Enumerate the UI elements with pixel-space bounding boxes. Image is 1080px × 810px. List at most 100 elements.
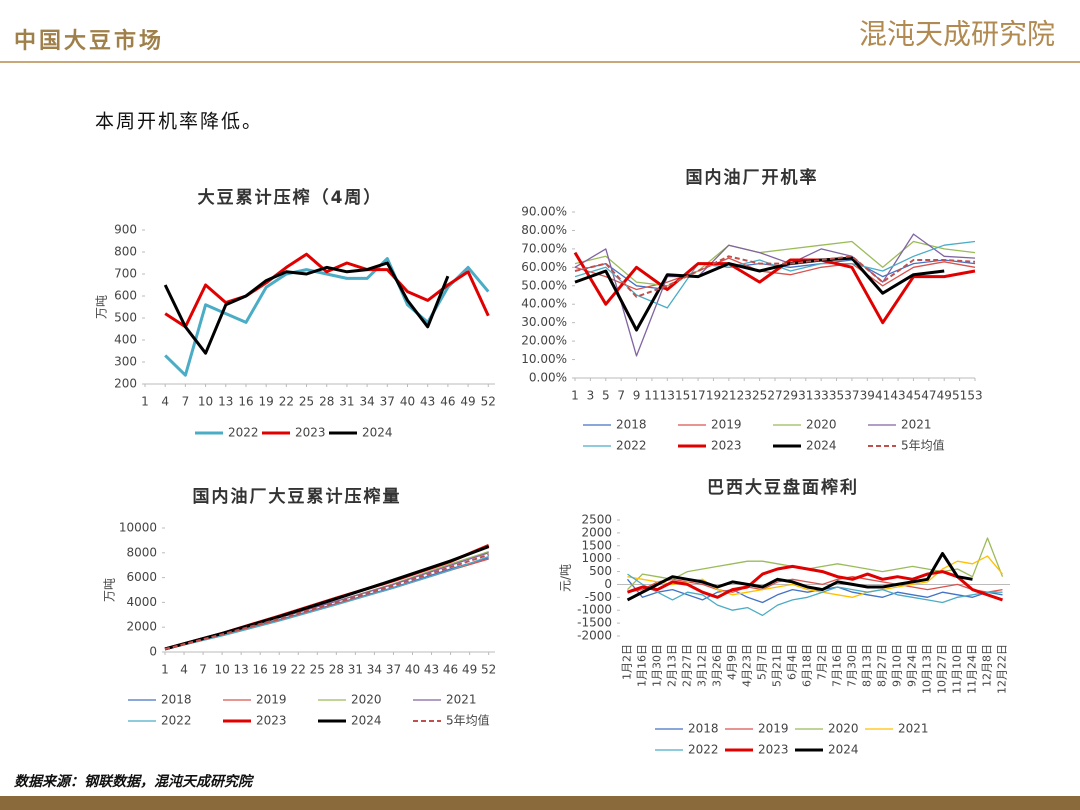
legend-label: 2020 [806, 418, 837, 432]
legend-label: 2023 [256, 714, 287, 728]
series-line [164, 544, 490, 651]
legend-label: 2022 [228, 426, 259, 440]
x-tick-label: 9月10日 [891, 644, 904, 687]
y-tick-label: 1000 [581, 551, 612, 565]
series-line [574, 240, 976, 309]
legend-label: 2018 [161, 693, 192, 707]
x-tick-label: 43 [420, 395, 435, 409]
x-tick-label: 17 [690, 389, 705, 403]
y-tick-label: -500 [585, 590, 612, 604]
x-tick-label: 35 [829, 389, 844, 403]
legend-label: 2021 [446, 693, 477, 707]
chart-title: 巴西大豆盘面榨利 [707, 477, 859, 498]
y-tick-label: 10000 [119, 521, 157, 535]
legend-label: 2024 [362, 426, 393, 440]
footer-bar [0, 796, 1080, 810]
y-tick-label: 0 [149, 645, 157, 659]
x-tick-label: 10 [214, 663, 229, 677]
x-tick-label: 6月18日 [801, 644, 814, 687]
legend-label: 2022 [161, 714, 192, 728]
y-tick-label: -2000 [577, 629, 612, 643]
x-tick-label: 1 [161, 663, 169, 677]
y-tick-label: 50.00% [521, 278, 567, 292]
x-tick-label: 12月8日 [981, 644, 994, 687]
x-tick-label: 7 [199, 663, 207, 677]
y-tick-label: 4000 [126, 595, 157, 609]
series-line [627, 576, 1003, 593]
x-tick-label: 52 [481, 395, 496, 409]
x-tick-label: 7月2日 [816, 644, 829, 680]
y-tick-label: 700 [114, 267, 137, 281]
x-tick-label: 41 [875, 389, 890, 403]
legend-label: 2021 [901, 418, 932, 432]
footer-source: 数据来源：钢联数据，混沌天成研究院 [14, 773, 255, 790]
x-tick-label: 10 [198, 395, 213, 409]
x-tick-label: 8月27日 [876, 644, 889, 687]
x-tick-label: 37 [386, 663, 401, 677]
x-tick-label: 10月27日 [936, 644, 949, 694]
x-tick-label: 7月16日 [831, 644, 844, 687]
x-tick-label: 51 [952, 389, 967, 403]
x-tick-label: 37 [380, 395, 395, 409]
x-tick-label: 16 [238, 395, 253, 409]
legend-label: 2021 [898, 722, 929, 736]
x-tick-label: 43 [424, 663, 439, 677]
y-axis-label: 万吨 [95, 295, 109, 319]
x-tick-label: 22 [279, 395, 294, 409]
x-tick-label: 8月13日 [861, 644, 874, 687]
series-line [574, 233, 976, 357]
x-tick-label: 9月24日 [906, 644, 919, 687]
y-tick-label: 500 [114, 311, 137, 325]
legend-label: 2022 [688, 743, 719, 757]
x-tick-label: 33 [814, 389, 829, 403]
x-tick-label: 11月24日 [966, 644, 979, 694]
x-tick-label: 11 [644, 389, 659, 403]
x-tick-label: 21 [721, 389, 736, 403]
y-tick-label: 10.00% [521, 352, 567, 366]
x-tick-label: 19 [706, 389, 721, 403]
legend-label: 2020 [351, 693, 382, 707]
y-tick-label: 6000 [126, 570, 157, 584]
series-line [164, 553, 490, 651]
x-tick-label: 1月30日 [651, 644, 664, 687]
x-tick-label: 2月27日 [681, 644, 694, 687]
series-line [627, 555, 1003, 598]
series-line [626, 552, 973, 602]
y-tick-label: 1500 [581, 538, 612, 552]
series-line [627, 573, 1003, 617]
legend-label: 5年均值 [446, 713, 490, 728]
x-tick-label: 31 [348, 663, 363, 677]
x-tick-label: 13 [218, 395, 233, 409]
x-tick-label: 53 [967, 389, 982, 403]
x-tick-label: 19 [272, 663, 287, 677]
y-tick-label: 90.00% [521, 205, 567, 219]
x-tick-label: 34 [359, 395, 374, 409]
x-tick-label: 31 [798, 389, 813, 403]
y-tick-label: 80.00% [521, 223, 567, 237]
x-tick-label: 5 [602, 389, 610, 403]
x-tick-label: 27 [767, 389, 782, 403]
x-tick-label: 5月21日 [771, 644, 784, 687]
x-tick-label: 3 [587, 389, 595, 403]
chart-title: 国内油厂开机率 [686, 167, 819, 188]
series-line [574, 240, 976, 287]
x-tick-label: 10月13日 [921, 644, 934, 694]
series-line [164, 257, 490, 377]
x-tick-label: 49 [460, 395, 475, 409]
x-tick-label: 15 [675, 389, 690, 403]
x-tick-label: 31 [339, 395, 354, 409]
y-tick-label: 900 [114, 223, 137, 237]
y-tick-label: 400 [114, 333, 137, 347]
y-tick-label: -1000 [577, 603, 612, 617]
series-line [574, 255, 976, 298]
x-tick-label: 46 [443, 663, 458, 677]
x-tick-label: 46 [440, 395, 455, 409]
x-tick-label: 1月2日 [621, 644, 634, 680]
y-tick-label: 500 [589, 564, 612, 578]
legend-label: 2024 [806, 439, 837, 453]
x-tick-label: 4 [161, 395, 169, 409]
y-tick-label: 60.00% [521, 260, 567, 274]
x-tick-label: 45 [906, 389, 921, 403]
legend-label: 5年均值 [901, 438, 945, 453]
